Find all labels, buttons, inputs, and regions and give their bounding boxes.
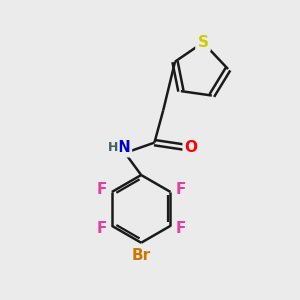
Text: O: O <box>185 140 198 154</box>
Text: F: F <box>96 182 107 197</box>
Text: F: F <box>96 221 107 236</box>
Text: H: H <box>107 141 118 154</box>
Text: Br: Br <box>132 248 151 262</box>
Text: F: F <box>176 182 186 197</box>
Text: N: N <box>117 140 130 155</box>
Text: S: S <box>197 35 208 50</box>
Text: F: F <box>176 221 186 236</box>
